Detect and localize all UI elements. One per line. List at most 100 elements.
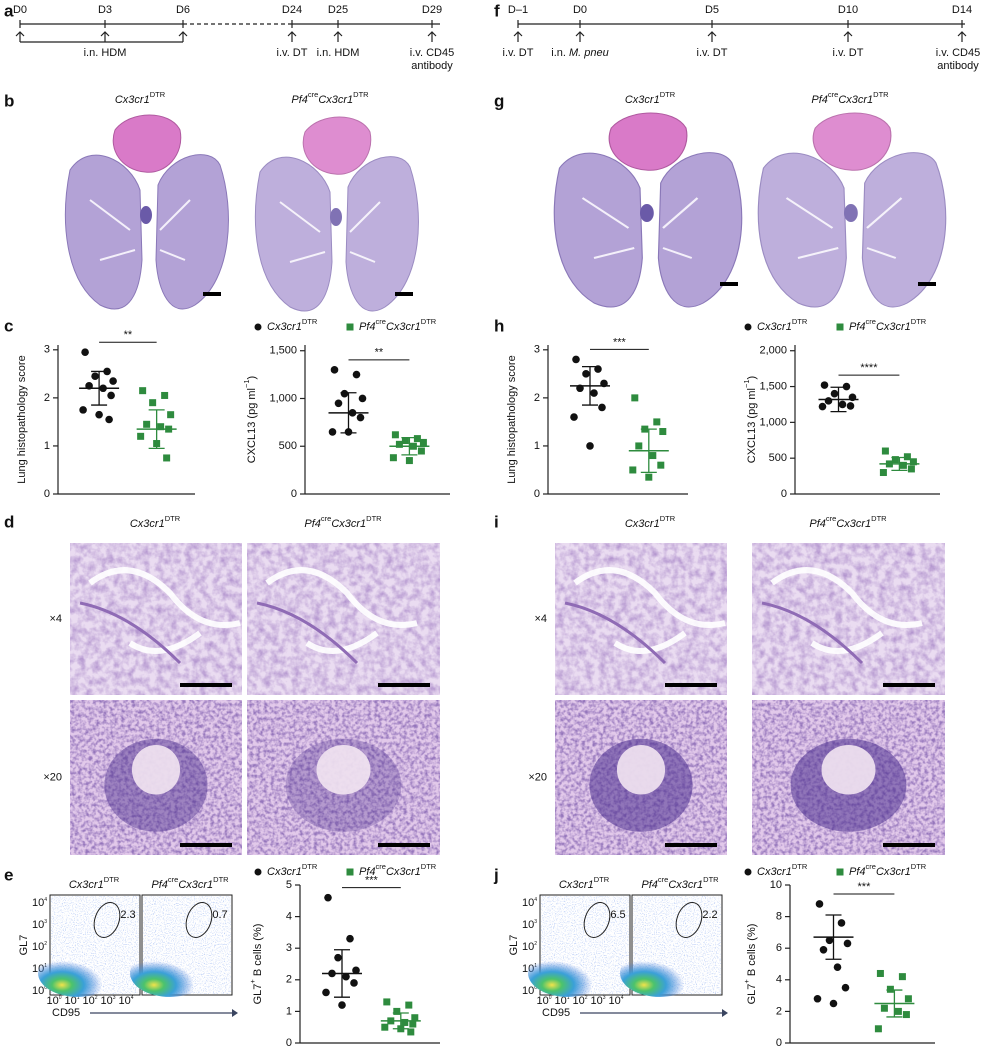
data-point — [405, 457, 413, 465]
timeline-a: D0 D3 D6 D24 D25 D29 i.n. HDM i.v. DT i.… — [13, 4, 454, 72]
gate-percent: 2.3 — [120, 909, 135, 921]
legend-label-part: Cx3cr1 — [876, 866, 911, 878]
y-axis-label-part: B cells (%) — [746, 924, 758, 980]
airway-lumen — [131, 744, 181, 795]
panel-letter: c — [4, 316, 13, 335]
flow-x-tick: 100 — [536, 995, 551, 1007]
y-axis-label: Lung histopathology score — [16, 355, 28, 483]
legend-label: Cx3cr1DTR — [757, 317, 808, 332]
genotype-label: Pf4creCx3cr1DTR — [151, 875, 229, 890]
panel-letter: e — [4, 865, 13, 884]
genotype-label-sup: DTR — [660, 514, 676, 523]
panel-letter: h — [494, 316, 504, 335]
y-tick-label: 4 — [286, 911, 292, 923]
scale-bar — [378, 843, 430, 847]
genotype-label-part: Cx3cr1 — [625, 518, 660, 530]
treatment-label: i.n. M. pneu — [551, 47, 608, 59]
histology-images: ×4 ×20 ×4 ×20 — [43, 543, 945, 855]
genotype-label-sup: DTR — [213, 875, 229, 884]
data-point — [338, 1001, 346, 1009]
genotype-label-part: Cx3cr1 — [130, 518, 165, 530]
data-point — [105, 415, 113, 424]
data-point — [143, 420, 151, 428]
data-point — [407, 1028, 415, 1036]
legend-label-sup: cre — [866, 317, 876, 326]
legend-label: Pf4creCx3cr1DTR — [359, 862, 437, 877]
legend-label-part: Pf4 — [359, 866, 376, 878]
genotype-label-sup: cre — [658, 875, 668, 884]
genotype-label: Cx3cr1DTR — [559, 875, 610, 890]
panel-letter: j — [493, 865, 499, 884]
gate-percent: 2.2 — [702, 909, 717, 921]
flow-tick-exp: 3 — [534, 919, 537, 925]
legend-label-part: Cx3cr1 — [757, 321, 792, 333]
significance-label: ** — [124, 329, 133, 341]
flow-arrow-head — [232, 1009, 238, 1017]
flow-density — [130, 949, 210, 997]
legend-label-part: Cx3cr1 — [386, 321, 421, 333]
flow-x-tick: 103 — [100, 995, 115, 1007]
day-label: D24 — [282, 4, 302, 16]
data-point — [657, 461, 665, 469]
sd-bar — [891, 456, 908, 472]
legend-label-part: Cx3cr1 — [267, 866, 302, 878]
genotype-label-part: Cx3cr1 — [559, 879, 594, 891]
y-tick-label: 1 — [286, 1005, 292, 1017]
airway — [573, 567, 726, 654]
legend-label-sup: DTR — [302, 862, 318, 871]
y-tick-label: 1,000 — [269, 392, 297, 404]
legend-label: Pf4creCx3cr1DTR — [849, 862, 927, 877]
treatment-label: i.n. HDM — [317, 47, 360, 59]
data-point — [322, 988, 330, 997]
y-tick-label: 3 — [44, 344, 50, 356]
flow-tick-exp: 2 — [585, 995, 588, 1001]
y-axis-label-sup: −1 — [742, 379, 751, 388]
y-axis-label-part: GL7 — [746, 984, 758, 1005]
y-axis-label-part: CXCL13 (pg ml — [246, 388, 258, 463]
magnification-label: ×20 — [528, 771, 547, 783]
scale-bar — [180, 843, 232, 847]
y-axis-label: Lung histopathology score — [506, 355, 518, 483]
flow-tick-base: 10 — [32, 919, 44, 931]
airway-lumen — [316, 744, 371, 795]
flow-tick-base: 10 — [608, 995, 620, 1007]
data-point — [570, 413, 578, 421]
legend-label-part: Pf4 — [849, 321, 866, 333]
sd-bar — [401, 436, 418, 456]
flow-tick-base: 10 — [32, 941, 44, 953]
y-tick-label: 2,000 — [759, 345, 787, 357]
flow-tick-exp: 2 — [44, 941, 47, 947]
legend-label-sup: DTR — [792, 317, 808, 326]
vessel — [564, 601, 667, 665]
day-label: D0 — [13, 4, 27, 16]
vessel — [79, 601, 182, 665]
data-point — [95, 410, 103, 419]
vessel — [256, 601, 359, 665]
flow-x-tick: 103 — [590, 995, 605, 1007]
panel-letter: i — [494, 512, 499, 531]
genotype-label-sup: cre — [321, 514, 331, 523]
y-axis-label-sup: + — [742, 979, 751, 984]
flow-tick-base: 10 — [522, 941, 534, 953]
y-tick-label: 8 — [776, 911, 782, 923]
genotype-label-part: Pf4 — [811, 94, 828, 106]
data-point — [340, 389, 349, 398]
flow-tick-exp: 3 — [113, 995, 116, 1001]
data-point — [413, 435, 421, 443]
data-point — [582, 370, 590, 378]
flow-tick-exp: 0 — [549, 995, 552, 1001]
data-point — [163, 454, 171, 462]
y-tick-label: 2 — [286, 974, 292, 986]
genotype-label-sup: DTR — [353, 90, 369, 99]
flow-y-tick: 102 — [32, 941, 47, 953]
magnification-label: ×20 — [43, 771, 62, 783]
treatment-label: i.v. DT — [277, 47, 308, 59]
flow-tick-exp: 3 — [44, 919, 47, 925]
data-point — [815, 900, 824, 908]
data-point — [352, 966, 360, 975]
day-label: D3 — [98, 4, 112, 16]
day-label: D25 — [328, 4, 348, 16]
flow-gate — [675, 902, 703, 938]
data-point — [381, 1023, 389, 1031]
y-tick-label: 5 — [286, 879, 292, 891]
